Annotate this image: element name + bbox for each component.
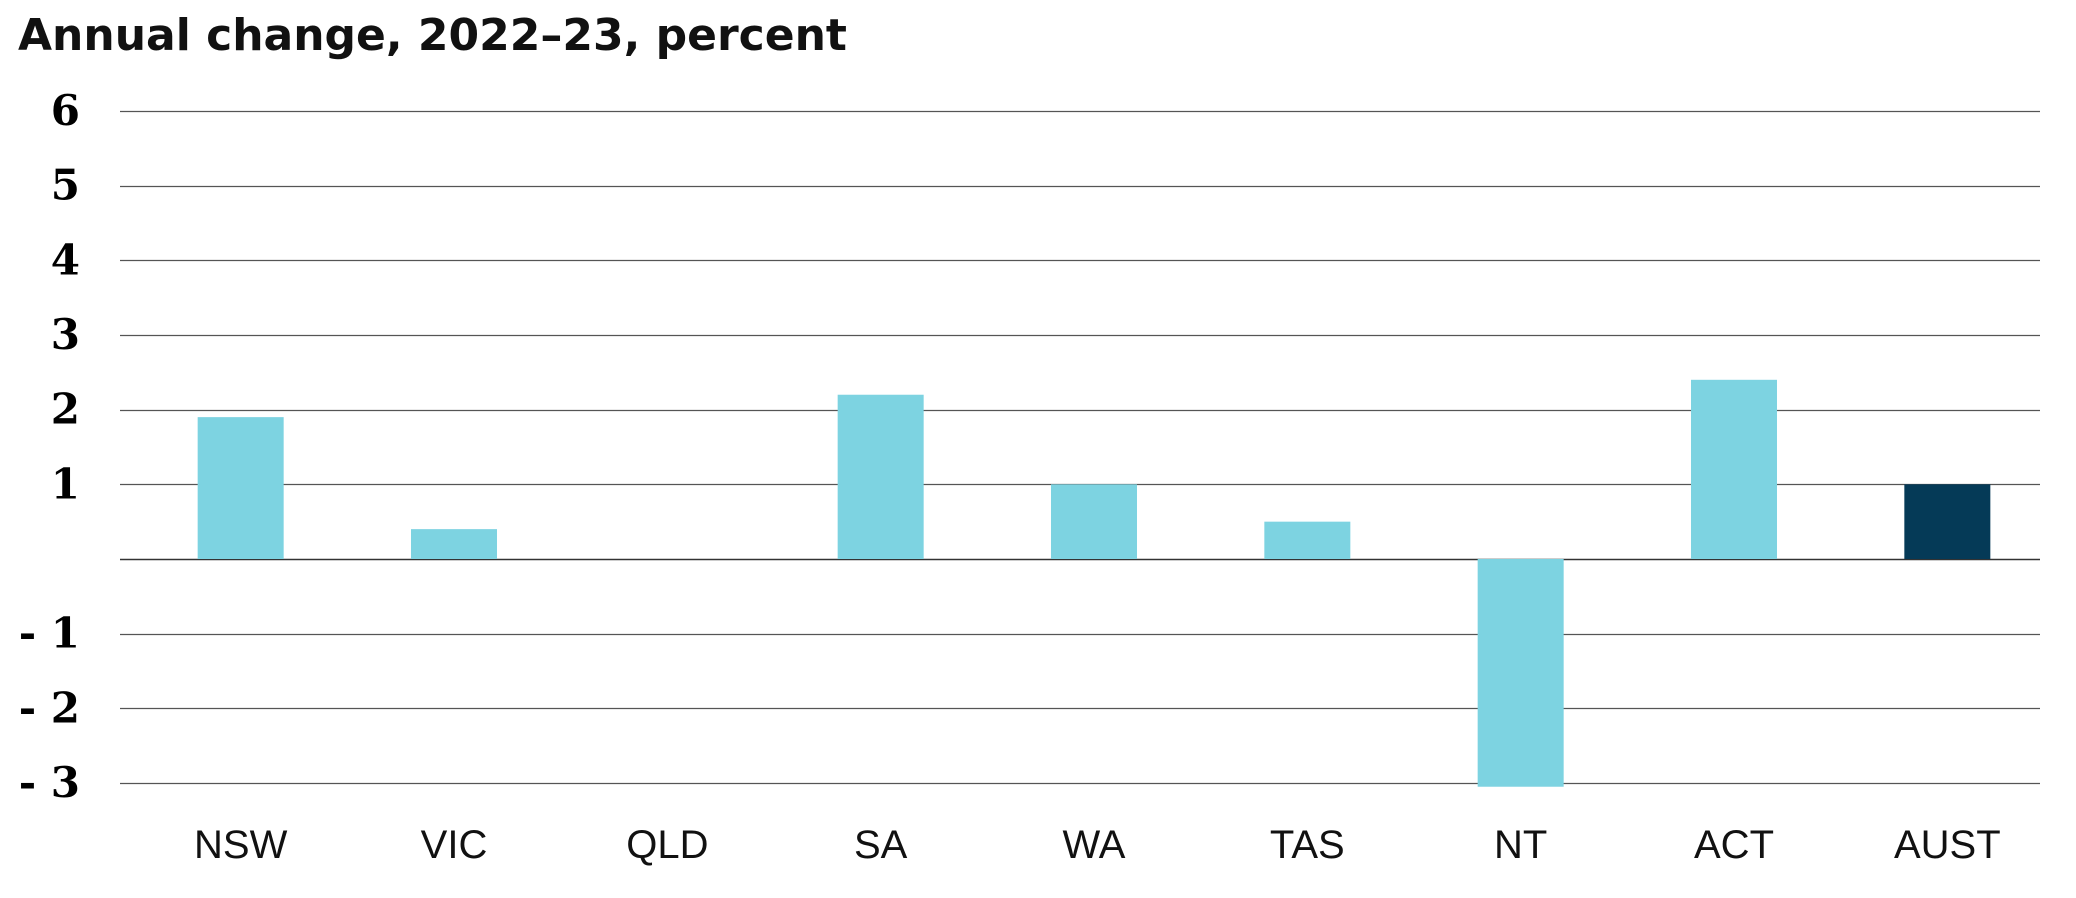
y-tick-label: 1 bbox=[51, 459, 80, 508]
x-tick-label-sa: SA bbox=[854, 823, 908, 867]
bar-nsw bbox=[197, 417, 284, 559]
y-axis-ticks: 6 5 4 3 2 1 - 1 - 2 - 3 bbox=[19, 86, 80, 807]
y-tick-label: 4 bbox=[51, 235, 80, 284]
bar-nt bbox=[1477, 559, 1564, 787]
y-tick-label: - 2 bbox=[19, 683, 80, 732]
bars bbox=[197, 379, 1991, 787]
y-tick-label: 6 bbox=[51, 86, 80, 135]
x-axis-ticks: NSW VIC QLD SA WA TAS NT ACT AUST bbox=[194, 823, 2001, 867]
bar-wa bbox=[1051, 484, 1137, 559]
y-tick-label: - 3 bbox=[19, 758, 80, 807]
bar-aust bbox=[1904, 484, 1991, 559]
y-tick-label: - 1 bbox=[19, 609, 80, 658]
x-tick-label-wa: WA bbox=[1063, 823, 1126, 867]
bar-act bbox=[1691, 379, 1777, 559]
x-tick-label-vic: VIC bbox=[421, 823, 488, 867]
x-tick-label-nt: NT bbox=[1494, 823, 1547, 867]
bar-vic bbox=[411, 529, 497, 559]
bar-tas bbox=[1264, 521, 1351, 559]
x-tick-label-nsw: NSW bbox=[194, 823, 288, 867]
y-tick-label: 3 bbox=[51, 310, 80, 359]
y-tick-label: 2 bbox=[51, 385, 80, 434]
x-tick-label-aust: AUST bbox=[1894, 823, 2001, 867]
x-tick-label-act: ACT bbox=[1694, 823, 1774, 867]
chart-title: Annual change, 2022–23, percent bbox=[18, 10, 847, 61]
x-tick-label-qld: QLD bbox=[626, 823, 708, 867]
x-tick-label-tas: TAS bbox=[1270, 823, 1345, 867]
bar-sa bbox=[837, 394, 924, 559]
y-tick-label: 5 bbox=[51, 161, 80, 210]
